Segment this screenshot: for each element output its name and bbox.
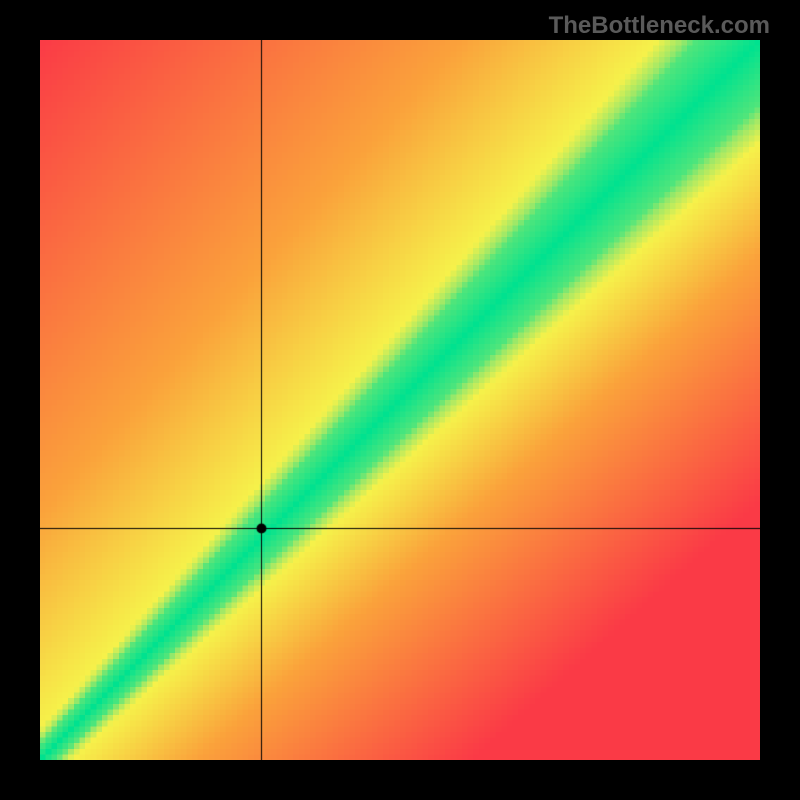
crosshair-overlay	[40, 40, 760, 760]
attribution-label: TheBottleneck.com	[549, 12, 770, 40]
chart-stage: TheBottleneck.com	[0, 0, 800, 800]
